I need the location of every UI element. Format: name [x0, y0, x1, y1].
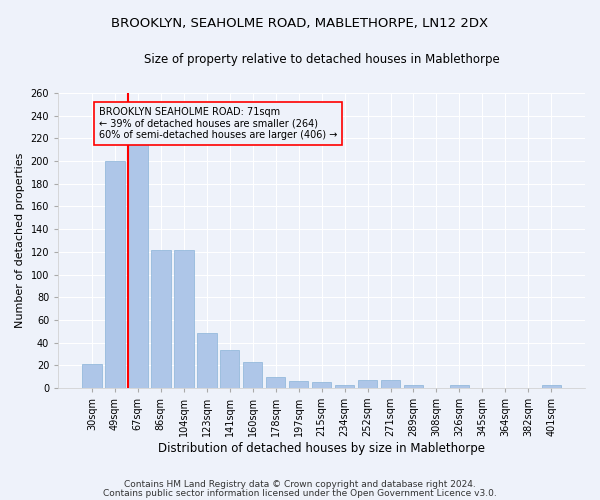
Bar: [128, 144, 148, 388]
Bar: [312, 382, 331, 388]
Bar: [151, 250, 170, 388]
Bar: [542, 384, 561, 388]
Bar: [243, 362, 262, 388]
Bar: [174, 250, 194, 388]
Bar: [220, 350, 239, 388]
Bar: [289, 381, 308, 388]
Bar: [358, 380, 377, 388]
X-axis label: Distribution of detached houses by size in Mablethorpe: Distribution of detached houses by size …: [158, 442, 485, 455]
Bar: [449, 384, 469, 388]
Bar: [404, 384, 423, 388]
Bar: [335, 384, 355, 388]
Text: BROOKLYN, SEAHOLME ROAD, MABLETHORPE, LN12 2DX: BROOKLYN, SEAHOLME ROAD, MABLETHORPE, LN…: [112, 18, 488, 30]
Bar: [105, 161, 125, 388]
Bar: [381, 380, 400, 388]
Bar: [197, 334, 217, 388]
Title: Size of property relative to detached houses in Mablethorpe: Size of property relative to detached ho…: [144, 52, 499, 66]
Bar: [266, 376, 286, 388]
Text: BROOKLYN SEAHOLME ROAD: 71sqm
← 39% of detached houses are smaller (264)
60% of : BROOKLYN SEAHOLME ROAD: 71sqm ← 39% of d…: [99, 106, 337, 140]
Bar: [82, 364, 101, 388]
Text: Contains public sector information licensed under the Open Government Licence v3: Contains public sector information licen…: [103, 488, 497, 498]
Y-axis label: Number of detached properties: Number of detached properties: [15, 153, 25, 328]
Text: Contains HM Land Registry data © Crown copyright and database right 2024.: Contains HM Land Registry data © Crown c…: [124, 480, 476, 489]
